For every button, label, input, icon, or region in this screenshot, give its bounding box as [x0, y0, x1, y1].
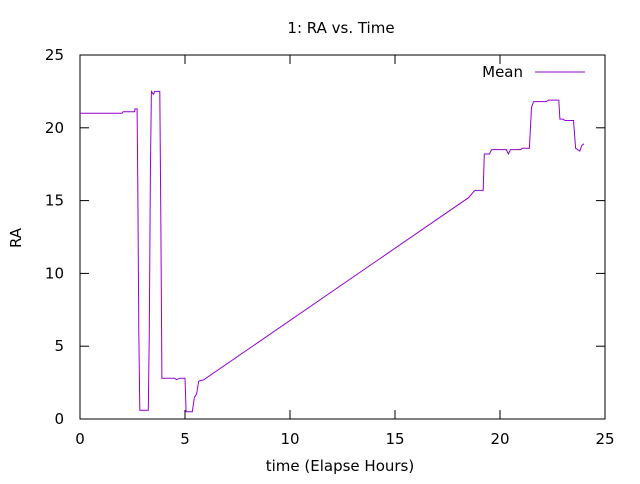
chart-title: 1: RA vs. Time: [287, 19, 394, 37]
x-tick-label: 15: [385, 430, 404, 448]
x-tick-label: 0: [75, 430, 85, 448]
y-tick-label: 15: [45, 192, 64, 210]
legend-label: Mean: [482, 63, 523, 81]
series-line-mean: [80, 89, 585, 413]
y-tick-label: 25: [45, 46, 64, 64]
x-axis-ticks: 0 5 10 15 20 25: [75, 55, 615, 448]
y-axis-label: RA: [7, 227, 25, 248]
x-axis-label: time (Elapse Hours): [266, 457, 414, 475]
y-tick-label: 5: [54, 337, 64, 355]
y-axis-ticks: 0 5 10 15 20 25: [45, 46, 605, 428]
x-tick-label: 20: [490, 430, 509, 448]
y-tick-label: 10: [45, 264, 64, 282]
series-layer: [80, 89, 585, 413]
y-tick-label: 20: [45, 119, 64, 137]
x-tick-label: 10: [280, 430, 299, 448]
x-tick-label: 25: [595, 430, 614, 448]
x-tick-label: 5: [180, 430, 190, 448]
y-tick-label: 0: [54, 410, 64, 428]
plot-area-border: [79, 54, 606, 420]
